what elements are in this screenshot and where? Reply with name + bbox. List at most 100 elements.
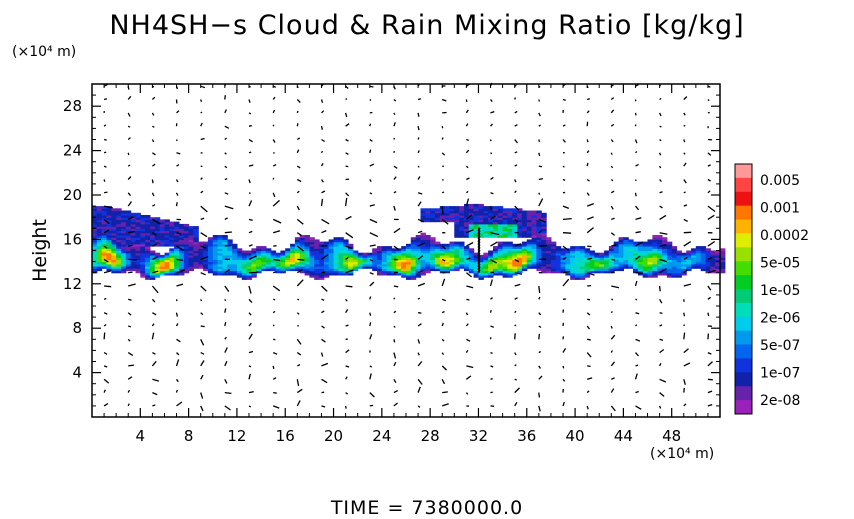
field-cell	[497, 223, 504, 227]
wind-arrow	[514, 333, 516, 340]
field-cell	[328, 252, 335, 256]
field-cell	[265, 257, 272, 260]
field-cell	[546, 246, 552, 249]
wind-arrow	[103, 312, 108, 315]
field-cell	[521, 228, 528, 232]
field-cell	[488, 266, 494, 269]
field-cell	[265, 261, 272, 265]
field-cell	[227, 259, 233, 263]
field-cell	[454, 254, 460, 258]
field-cell	[304, 257, 310, 260]
wind-arrow	[466, 365, 474, 369]
field-cell	[135, 268, 141, 272]
field-cell	[145, 230, 151, 234]
field-cell	[473, 274, 479, 278]
field-cell	[512, 221, 518, 225]
field-cell	[666, 248, 673, 252]
field-cell	[517, 215, 523, 218]
field-cell	[159, 268, 165, 272]
field-cell	[502, 261, 508, 265]
field-cell	[464, 232, 470, 236]
y-tick-label: 20	[63, 186, 82, 204]
wind-arrow	[176, 401, 183, 407]
field-cell	[647, 241, 653, 245]
field-cell	[290, 246, 296, 249]
field-cell	[700, 254, 707, 258]
field-cell	[444, 248, 450, 252]
field-cell	[121, 215, 127, 218]
field-cell	[536, 217, 542, 220]
field-cell	[304, 254, 310, 258]
field-cell	[212, 259, 219, 263]
field-cell	[222, 261, 228, 265]
wind-arrow	[272, 139, 276, 143]
field-cell	[526, 254, 533, 258]
field-cell	[135, 266, 141, 269]
field-cell	[420, 212, 426, 216]
field-cell	[628, 243, 634, 247]
wind-arrow	[707, 296, 711, 300]
wind-arrow	[296, 232, 303, 237]
field-cell	[285, 268, 291, 272]
field-cell	[299, 241, 306, 245]
field-cell	[628, 250, 634, 254]
field-cell	[130, 226, 136, 229]
field-cell	[526, 252, 533, 256]
wind-arrow	[562, 365, 565, 369]
field-cell	[125, 232, 132, 236]
field-cell	[193, 232, 199, 236]
field-cell	[246, 261, 252, 265]
field-cell	[309, 252, 315, 256]
field-cell	[550, 250, 557, 254]
field-cell	[449, 241, 455, 245]
field-cell	[555, 250, 562, 254]
field-cell	[541, 235, 547, 238]
field-cell	[261, 246, 267, 249]
field-cell	[633, 254, 639, 258]
wind-arrow	[224, 268, 231, 274]
field-cell	[657, 241, 663, 245]
field-cell	[159, 270, 165, 274]
field-cell	[294, 246, 301, 249]
field-cell	[106, 268, 112, 272]
wind-arrow	[272, 218, 282, 224]
field-cell	[565, 250, 571, 254]
field-cell	[686, 254, 692, 258]
field-cell	[222, 257, 228, 260]
field-cell	[406, 266, 412, 269]
field-cell	[96, 239, 103, 243]
field-cell	[560, 254, 566, 258]
field-cell	[150, 221, 156, 225]
field-cell	[222, 266, 228, 269]
wind-arrow	[659, 179, 662, 183]
wind-arrow	[272, 285, 281, 292]
wind-arrow	[369, 373, 372, 380]
wind-arrow	[224, 205, 234, 210]
wind-arrow	[466, 177, 470, 181]
field-cell	[406, 254, 412, 258]
field-cell	[459, 259, 465, 263]
wind-arrow	[707, 205, 716, 213]
field-cell	[715, 261, 721, 265]
field-cell	[521, 221, 528, 225]
field-cell	[695, 252, 702, 256]
wind-arrow	[465, 392, 469, 395]
field-cell	[488, 226, 494, 229]
field-cell	[154, 223, 161, 227]
wind-arrow	[659, 324, 663, 327]
field-cell	[116, 270, 122, 274]
field-cell	[261, 252, 267, 256]
field-cell	[584, 250, 591, 254]
field-cell	[328, 239, 335, 243]
field-cell	[488, 208, 494, 212]
field-cell	[217, 263, 223, 267]
wind-arrow	[393, 390, 399, 394]
wind-arrow	[320, 179, 324, 183]
field-cell	[579, 277, 586, 280]
field-cell	[121, 243, 127, 247]
field-cell	[314, 257, 320, 260]
field-cell	[135, 254, 141, 258]
field-cell	[150, 228, 156, 232]
field-cell	[435, 266, 441, 269]
field-cell	[154, 228, 161, 232]
